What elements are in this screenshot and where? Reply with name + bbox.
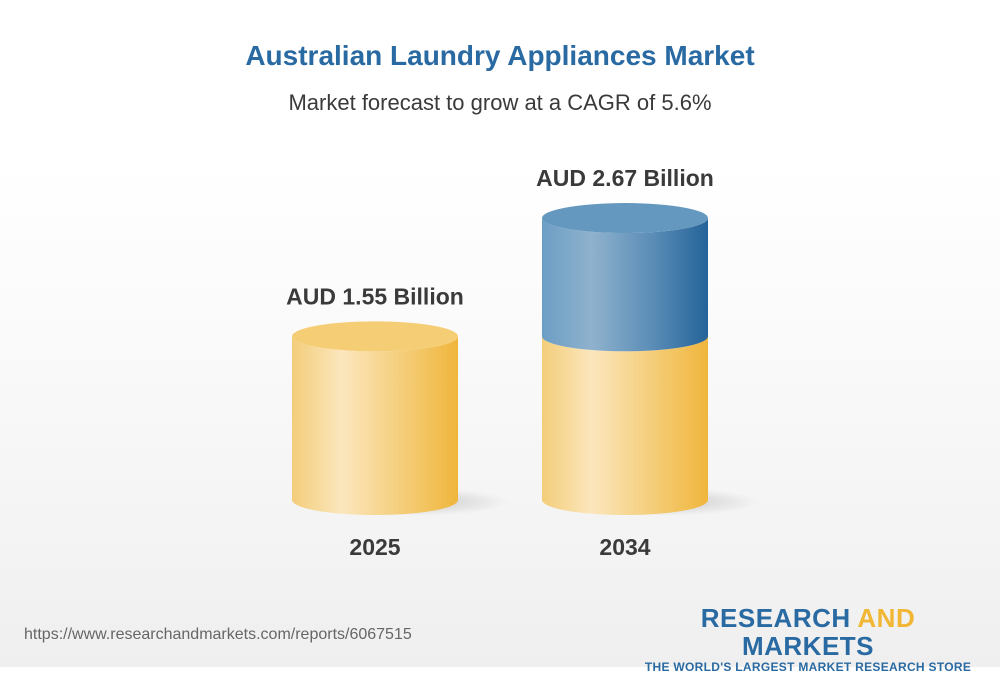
logo-tagline: THE WORLD'S LARGEST MARKET RESEARCH STOR… [644, 660, 972, 674]
source-url[interactable]: https://www.researchandmarkets.com/repor… [24, 626, 412, 643]
data-label: AUD 1.55 Billion [286, 283, 464, 309]
cylinder-base-segment [292, 336, 458, 515]
cylinder-top [542, 203, 708, 234]
chart-title: Australian Laundry Appliances Market [245, 40, 755, 71]
cylinder-chart: AUD 1.55 Billion 2025 AUD 2.67 Billion 2034 [286, 165, 760, 560]
chart-subtitle: Market forecast to grow at a CAGR of 5.6… [288, 90, 712, 115]
cylinder-base-segment [542, 336, 708, 515]
category-label: 2034 [599, 534, 650, 560]
research-and-markets-logo: RESEARCH AND MARKETS THE WORLD'S LARGEST… [640, 604, 976, 674]
cylinder-top [292, 321, 458, 352]
category-label: 2025 [349, 534, 400, 560]
data-label: AUD 2.67 Billion [536, 165, 714, 191]
cylinder-growth-segment [542, 218, 708, 352]
